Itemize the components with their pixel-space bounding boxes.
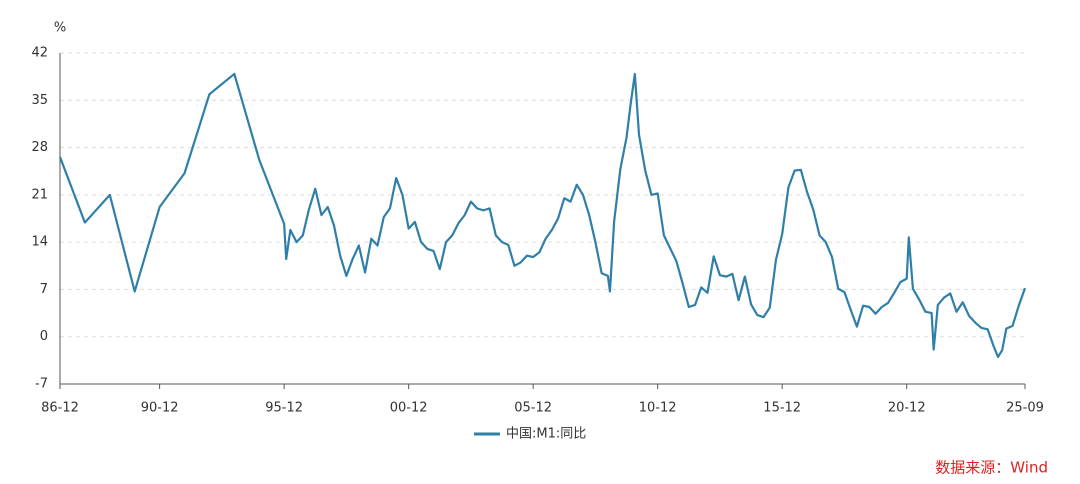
x-tick-label: 86-12 [41,401,79,416]
source: 数据来源：Wind [935,459,1048,477]
y-tick-label: 7 [40,282,48,297]
y-tick-label: 21 [31,187,48,202]
x-tick-label: 25-09 [1006,401,1044,416]
x-tick-label: 20-12 [888,401,926,416]
y-tick-label: 14 [31,235,48,250]
legend-label: 中国:M1:同比 [506,427,586,442]
y-tick-label: 0 [40,329,48,344]
y-tick-label: -7 [35,377,48,392]
y-unit: % [54,21,66,36]
y-tick-label: 28 [31,140,48,155]
x-tick-label: 15-12 [763,401,801,416]
series-line [58,72,1027,359]
x-tick-label: 95-12 [265,401,303,416]
y-tick-label: 35 [31,93,48,108]
x-tick-label: 05-12 [514,401,552,416]
x-tick-label: 10-12 [639,401,677,416]
x-tick-label: 00-12 [390,401,428,416]
y-tick-label: 42 [31,46,48,61]
x-tick-label: 90-12 [141,401,179,416]
